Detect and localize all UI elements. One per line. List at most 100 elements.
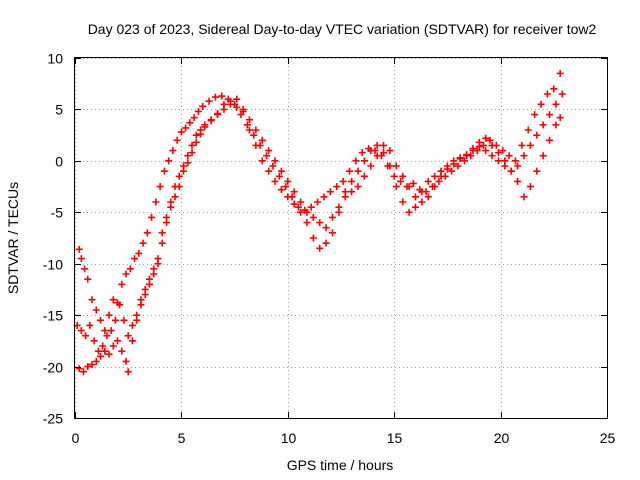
data-point: [243, 121, 251, 129]
data-point: [169, 147, 177, 155]
y-axis-title: SDTVAR / TECUs: [5, 182, 21, 294]
data-point: [380, 141, 388, 149]
data-point: [373, 152, 381, 160]
data-point: [435, 177, 443, 185]
data-point: [77, 255, 85, 263]
data-point: [524, 126, 532, 134]
data-point: [424, 193, 432, 201]
data-point: [90, 337, 98, 345]
data-point: [163, 213, 171, 221]
data-point: [82, 332, 90, 340]
data-point: [531, 111, 539, 119]
data-point: [558, 90, 566, 98]
data-point: [552, 100, 560, 108]
data-point: [128, 321, 136, 329]
data-point: [137, 301, 145, 309]
data-point: [409, 179, 417, 187]
data-point: [341, 188, 349, 196]
data-points: [73, 69, 566, 376]
data-point: [156, 183, 164, 191]
data-point: [290, 200, 298, 208]
data-point: [546, 111, 554, 119]
data-point: [184, 152, 192, 160]
data-point: [309, 213, 317, 221]
data-point: [328, 213, 336, 221]
data-point: [354, 183, 362, 191]
data-point: [499, 147, 507, 155]
data-point: [556, 69, 564, 77]
data-point: [539, 121, 547, 129]
data-point: [399, 172, 407, 180]
data-point: [546, 136, 554, 144]
data-point: [348, 188, 356, 196]
data-point: [92, 357, 100, 365]
data-point: [84, 363, 92, 371]
data-point: [373, 141, 381, 149]
data-point: [488, 152, 496, 160]
data-point: [75, 245, 83, 253]
data-point: [211, 93, 219, 101]
data-point: [105, 311, 113, 319]
data-point: [97, 352, 105, 360]
data-point: [539, 152, 547, 160]
tick-labels: 0 5 10 15 20 25 10 5 0 -5 -10 -15 -20 -25: [43, 51, 616, 447]
grid: [75, 58, 608, 419]
data-point: [277, 167, 285, 175]
data-point: [511, 157, 519, 165]
data-point: [314, 198, 322, 206]
data-point: [92, 306, 100, 314]
data-point: [114, 337, 122, 345]
data-point: [124, 368, 132, 376]
data-point: [258, 157, 266, 165]
data-point: [160, 167, 168, 175]
x-tick-label: 25: [600, 430, 616, 446]
data-point: [418, 188, 426, 196]
data-point: [226, 97, 234, 105]
data-point: [339, 177, 347, 185]
data-point: [399, 198, 407, 206]
data-point: [494, 157, 502, 165]
data-point: [501, 157, 509, 165]
data-point: [358, 149, 366, 157]
data-point: [173, 136, 181, 144]
data-point: [494, 149, 502, 157]
data-point: [269, 162, 277, 170]
data-point: [133, 316, 141, 324]
data-point: [101, 327, 109, 335]
data-point: [118, 280, 126, 288]
data-point: [126, 265, 134, 273]
data-point: [154, 260, 162, 268]
data-point: [346, 167, 354, 175]
data-point: [335, 208, 343, 216]
data-point: [271, 157, 279, 165]
data-point: [486, 136, 494, 144]
data-point: [131, 255, 139, 263]
data-point: [454, 162, 462, 170]
data-point: [252, 141, 260, 149]
data-point: [97, 316, 105, 324]
data-point: [122, 357, 130, 365]
y-tick-label: -10: [43, 257, 63, 273]
data-point: [411, 203, 419, 211]
data-point: [316, 219, 324, 227]
axis-ticks: [75, 58, 608, 419]
data-point: [116, 301, 124, 309]
data-point: [526, 183, 534, 191]
data-point: [520, 193, 528, 201]
data-point: [128, 337, 136, 345]
data-point: [88, 296, 96, 304]
data-point: [194, 107, 202, 115]
y-tick-label: 5: [55, 102, 63, 118]
data-point: [107, 327, 115, 335]
data-point: [109, 296, 117, 304]
plot-frame: [74, 57, 608, 419]
data-point: [418, 198, 426, 206]
y-tick-label: -20: [43, 360, 63, 376]
data-point: [218, 92, 226, 100]
data-point: [360, 172, 368, 180]
data-point: [354, 167, 362, 175]
data-point: [190, 114, 198, 122]
data-point: [386, 147, 394, 155]
data-point: [120, 316, 128, 324]
